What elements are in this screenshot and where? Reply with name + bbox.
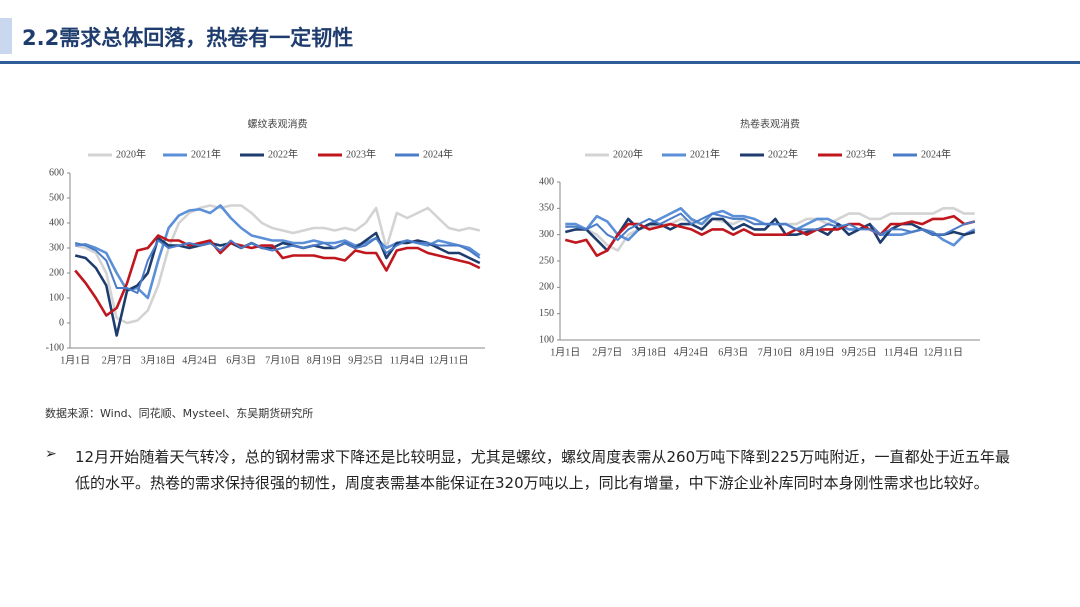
x-tick-label: 12月11日: [429, 354, 469, 366]
y-tick-label: 300: [539, 229, 554, 240]
legend-label: 2023年: [846, 147, 876, 160]
y-tick-label: 150: [539, 308, 554, 319]
bullet-icon: ➢: [45, 446, 57, 462]
source-note: 数据来源：Wind、同花顺、Mysteel、东吴期货研究所: [45, 407, 314, 420]
y-tick-label: 300: [49, 242, 64, 253]
x-tick-label: 4月24日: [182, 354, 217, 366]
legend-label: 2024年: [423, 147, 453, 160]
y-tick-label: 250: [539, 255, 554, 266]
legend-label: 2024年: [921, 147, 951, 160]
y-tick-label: 400: [49, 217, 64, 228]
charts: 螺纹表观消费 -100 0 100 200 300 400 500 600 1月1日 2月7日 3月1…: [46, 117, 980, 366]
series-line: [565, 207, 975, 252]
x-tick-label: 3月18日: [141, 354, 176, 366]
legend-label: 2021年: [191, 147, 221, 160]
series-line: [74, 237, 481, 294]
legend-label: 2022年: [768, 147, 798, 160]
chart-title: 热卷表观消费: [740, 117, 800, 130]
slide-title: 2.2需求总体回落，热卷有一定韧性: [22, 26, 354, 50]
x-tick-label: 3月18日: [632, 346, 667, 358]
x-tick-label: 1月1日: [60, 354, 90, 366]
legend-label: 2020年: [613, 147, 643, 160]
y-tick-label: 100: [539, 334, 554, 345]
x-tick-label: 8月19日: [307, 354, 342, 366]
x-tick-label: 1月1日: [550, 346, 580, 358]
y-tick-label: 100: [49, 292, 64, 303]
y-tick-label: 200: [539, 282, 554, 293]
series-line: [74, 204, 481, 325]
x-tick-label: 7月10日: [758, 346, 793, 358]
x-tick-label: 6月3日: [226, 354, 256, 366]
y-tick-label: 600: [49, 167, 64, 178]
x-tick-label: 12月11日: [923, 346, 963, 358]
x-tick-label: 9月25日: [842, 346, 877, 358]
y-tick-label: 350: [539, 203, 554, 214]
series-line: [564, 214, 976, 257]
x-tick-label: 8月19日: [800, 346, 835, 358]
bullet-text: 12月开始随着天气转冷，总的钢材需求下降还是比较明显，尤其是螺纹，螺纹周度表需从…: [75, 448, 1010, 492]
y-tick-label: 0: [59, 317, 64, 328]
y-tick-label: -100: [46, 342, 64, 353]
x-tick-label: 11月4日: [884, 346, 919, 358]
x-tick-label: 11月4日: [390, 354, 425, 366]
y-tick-label: 400: [539, 176, 554, 187]
chart-title: 螺纹表观消费: [248, 117, 308, 130]
series-line: [565, 212, 976, 241]
x-tick-label: 2月7日: [592, 346, 622, 358]
series-line: [74, 234, 481, 317]
x-tick-label: 4月24日: [674, 346, 709, 358]
legend-label: 2020年: [116, 147, 146, 160]
y-tick-label: 500: [49, 192, 64, 203]
legend-label: 2023年: [346, 147, 376, 160]
y-tick-label: 200: [49, 267, 64, 278]
legend-label: 2022年: [268, 147, 298, 160]
header-accent: [0, 18, 12, 54]
x-tick-label: 7月10日: [265, 354, 300, 366]
legend-label: 2021年: [690, 147, 720, 160]
x-tick-label: 9月25日: [348, 354, 383, 366]
x-tick-label: 6月3日: [718, 346, 748, 358]
x-tick-label: 2月7日: [102, 354, 132, 366]
header-rule: [0, 61, 1080, 64]
